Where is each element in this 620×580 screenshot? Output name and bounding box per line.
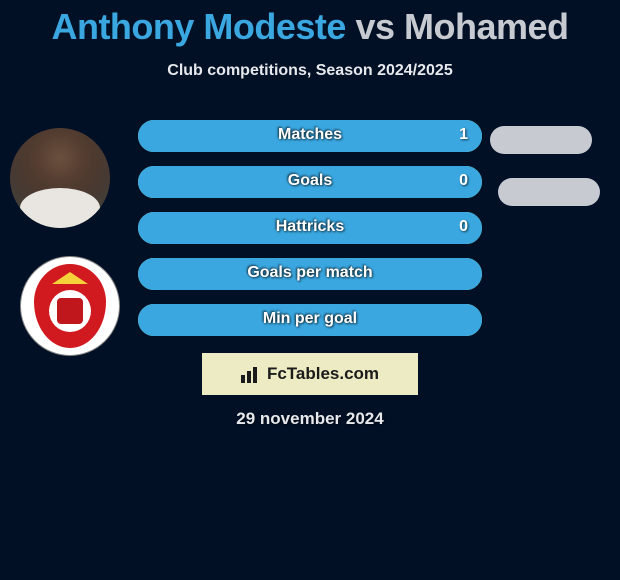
stat-row: Matches1 [138,120,482,152]
club-shield-icon [34,264,106,348]
stat-bar-player1-fill [138,166,482,198]
player-avatar [10,128,110,228]
stat-bar-player1-fill [138,120,482,152]
page-title: Anthony Modeste vs Mohamed [0,0,620,48]
club-avatar [20,256,120,356]
watermark-text: FcTables.com [267,364,379,384]
stat-row: Hattricks0 [138,212,482,244]
stat-row: Min per goal [138,304,482,336]
stat-bar-player1-fill [138,304,482,336]
bars-icon [241,365,261,383]
stat-rows: Matches1 Goals0 Hattricks0 Goals per match M… [138,120,482,350]
stat-bar-player1-fill [138,212,482,244]
stat-bar-player1-fill [138,258,482,290]
club-eagle-icon [57,298,83,324]
side-pill [498,178,600,206]
club-shield-inner [49,290,91,332]
title-player2: Mohamed [404,6,569,47]
title-vs: vs [355,6,394,47]
watermark-badge: FcTables.com [202,353,418,395]
subtitle: Club competitions, Season 2024/2025 [0,62,620,80]
avatars-column [10,128,120,384]
side-pill [490,126,592,154]
stat-row: Goals per match [138,258,482,290]
snapshot-date: 29 november 2024 [0,409,620,429]
stat-row: Goals0 [138,166,482,198]
title-player1: Anthony Modeste [51,6,346,47]
